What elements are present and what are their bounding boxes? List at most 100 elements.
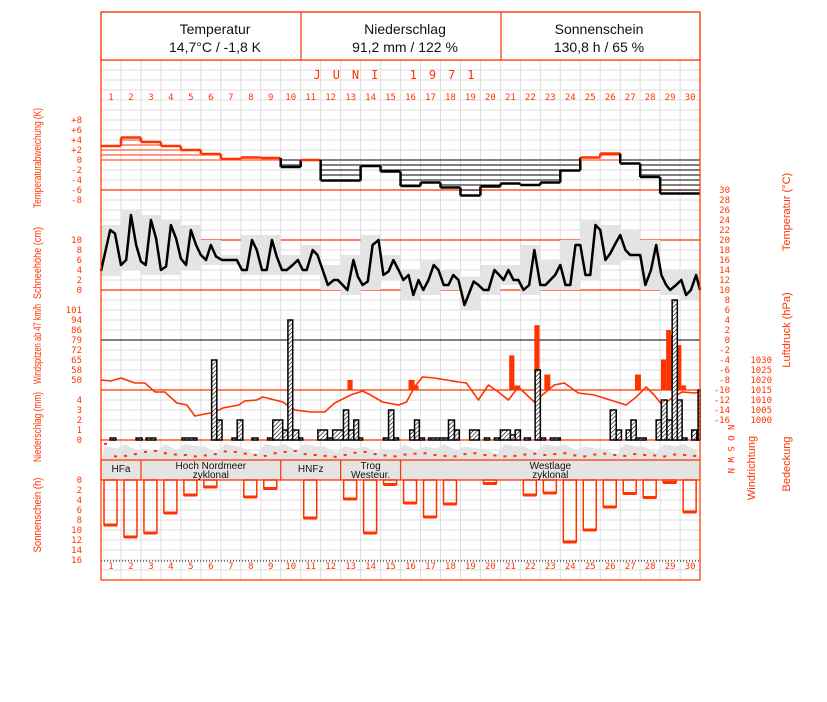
wind-direction-dot (223, 450, 227, 453)
day-label-bottom: 8 (248, 562, 253, 572)
sunshine-tick: 0 (77, 476, 82, 486)
precip-bar (181, 437, 198, 441)
wind-direction-dot (253, 454, 257, 456)
sunshine-bar (642, 479, 657, 499)
wind-direction-dot (553, 453, 557, 456)
precip-bar (347, 429, 355, 441)
weather-type-label: Trog (360, 461, 380, 472)
anomaly-tick: -6 (71, 186, 82, 196)
wind-gust-bar (408, 380, 415, 390)
day-label-top: 21 (505, 93, 516, 103)
wind-direction-dot (173, 453, 177, 456)
snow-tick: 10 (71, 236, 82, 246)
precip-bar (266, 437, 274, 441)
wind-gust-bar (634, 374, 641, 390)
temperature-tick: 24 (719, 216, 730, 226)
wind-direction-axis-title: Windrichtung (746, 436, 758, 500)
sunshine-tick: 2 (77, 486, 82, 496)
precip-bar (666, 419, 673, 441)
wind-direction-dot (513, 454, 517, 457)
precip-bar (523, 437, 532, 441)
precip-bar (499, 429, 512, 441)
temperature-range-box (260, 235, 281, 275)
wind-direction-dot (693, 454, 697, 457)
day-label-bottom: 30 (685, 562, 696, 572)
day-label-top: 3 (148, 93, 153, 103)
sunshine-tick: 12 (71, 536, 82, 546)
temperature-range-box (620, 230, 641, 260)
temperature-tick: 8 (725, 296, 730, 306)
precip-bar (418, 437, 426, 441)
wind-direction-dot (433, 454, 437, 456)
day-label-bottom: 24 (565, 562, 576, 572)
sunshine-bar (522, 479, 538, 496)
precip-bar (387, 409, 395, 441)
wind-gust-bar (660, 359, 667, 390)
day-label-top: 2 (128, 93, 133, 103)
sunshine-tick: 6 (77, 506, 82, 516)
wind-direction-dot (673, 453, 677, 456)
temperature-tick: 10 (719, 286, 730, 296)
precip-bar (514, 429, 522, 441)
sunshine-bar (682, 479, 697, 513)
wind-gust-bar (544, 374, 551, 390)
anomaly-tick: +2 (71, 146, 82, 156)
wind-direction-dot (503, 455, 507, 458)
temperature-tick: 12 (719, 276, 730, 286)
temperature-tick: 2 (725, 326, 730, 336)
weather-type-label: Westlage (530, 461, 572, 472)
anomaly-tick: -8 (71, 196, 82, 206)
wind-direction-dot (103, 442, 107, 445)
sunshine-tick: 8 (77, 516, 82, 526)
precip-bar (342, 409, 350, 441)
wind-direction-dot (523, 453, 527, 456)
precip-bar (109, 437, 117, 441)
day-label-top: 29 (665, 93, 676, 103)
day-label-top: 19 (465, 93, 476, 103)
sunshine-bar (542, 479, 558, 494)
temperature-range-box (320, 265, 341, 290)
temperature-tick: -10 (714, 386, 730, 396)
wind-direction-dot (653, 454, 657, 457)
wind-direction-dot (273, 452, 277, 455)
precip-bar (281, 429, 289, 441)
grid (100, 60, 701, 581)
day-label-bottom: 3 (148, 562, 153, 572)
wind-direction-dot (203, 454, 207, 457)
pressure-tick: 1015 (750, 386, 772, 396)
cloud-cover-area (101, 444, 701, 460)
wind-direction-dot (123, 454, 127, 457)
axis-labels: Temperaturabweichung (K) Schneehöhe (cm)… (32, 108, 793, 566)
wind-direction-dot (603, 452, 607, 455)
chart-frame (100, 11, 701, 581)
precip-bar (468, 429, 480, 441)
chart-marks: 1122334455667788991010111112121313141415… (99, 93, 702, 572)
wind-direction-dot (143, 450, 147, 453)
day-label-bottom: 6 (208, 562, 213, 572)
wind-direction-dot (533, 452, 537, 455)
temperature-tick: -12 (714, 396, 730, 406)
precip-bar (671, 299, 679, 441)
wind-tick: 86 (71, 326, 82, 336)
precip-bar (317, 429, 329, 441)
sunshine-bar (163, 479, 178, 514)
day-label-top: 14 (365, 93, 376, 103)
wind-tick: 72 (71, 346, 82, 356)
wind-gust-bar (509, 355, 515, 390)
precip-bar (630, 419, 637, 441)
weather-type-label: HFa (112, 464, 131, 475)
wind-direction-dot (573, 454, 577, 457)
day-label-bottom: 11 (305, 562, 316, 572)
sunshine-bar (243, 479, 258, 498)
day-label-top: 12 (325, 93, 336, 103)
sunshine-bar (602, 479, 617, 508)
sunshine-tick: 4 (77, 496, 82, 506)
wind-direction-dot (483, 454, 487, 456)
wind-direction-dot (623, 454, 627, 457)
wind-direction-dot (213, 453, 217, 456)
wind-direction-dot (383, 454, 387, 457)
precip-bar (690, 429, 698, 441)
day-label-bottom: 25 (585, 562, 596, 572)
day-label-bottom: 23 (545, 562, 556, 572)
day-label-top: 11 (305, 93, 316, 103)
